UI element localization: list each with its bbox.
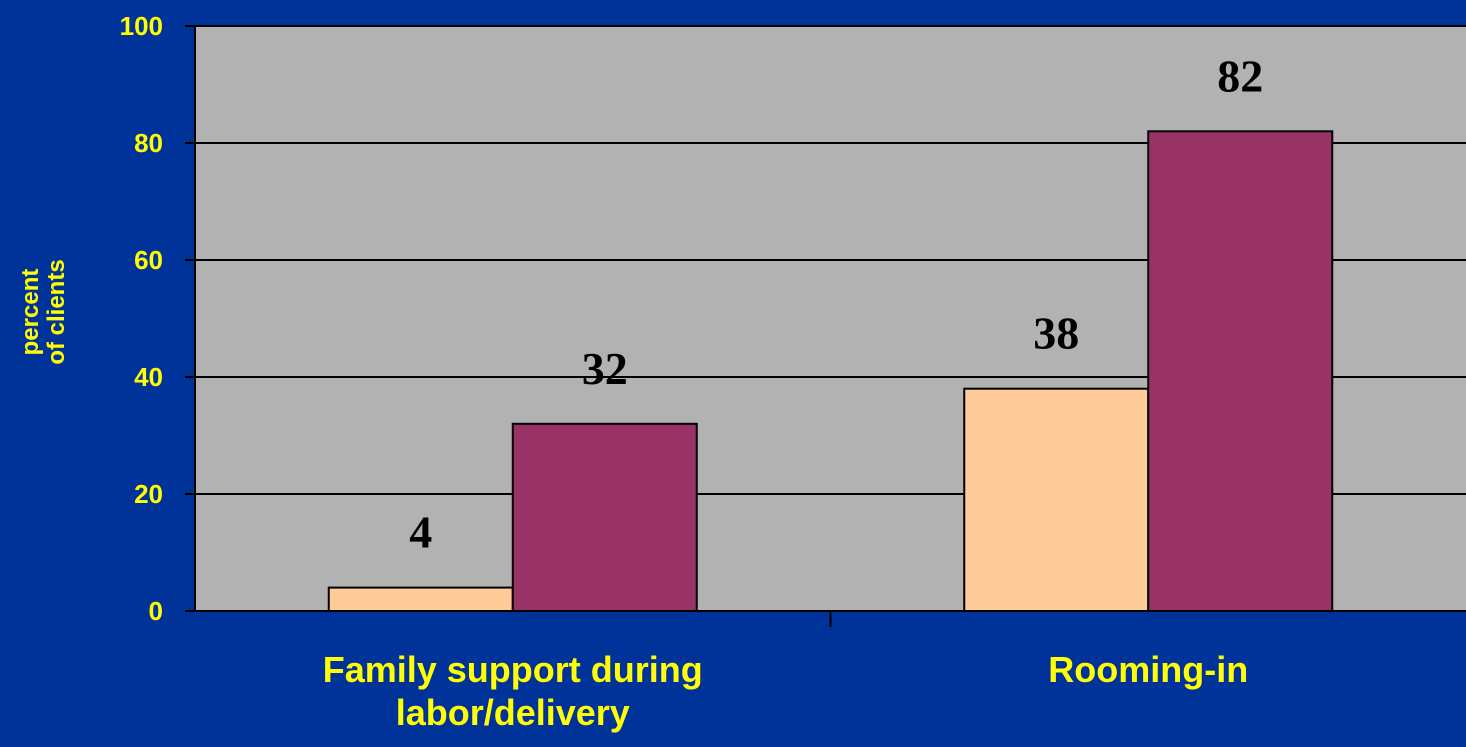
- x-category-label: Family support during: [323, 649, 703, 690]
- x-category-label: labor/delivery: [396, 692, 630, 733]
- bar: [963, 387, 1150, 613]
- y-tick-label: 40: [134, 362, 163, 392]
- y-tick-label: 20: [134, 479, 163, 509]
- y-tick-label: 0: [149, 596, 163, 626]
- data-label: 38: [1033, 308, 1079, 359]
- data-label: 32: [582, 343, 628, 394]
- data-label: 82: [1217, 50, 1263, 101]
- data-label: 4: [409, 507, 432, 558]
- y-tick-label: 100: [120, 11, 163, 41]
- y-tick-label: 60: [134, 245, 163, 275]
- x-category-label: Rooming-in: [1048, 649, 1248, 690]
- bar: [1147, 130, 1334, 613]
- y-tick-label: 80: [134, 128, 163, 158]
- bar: [327, 586, 514, 612]
- bar: [511, 422, 698, 612]
